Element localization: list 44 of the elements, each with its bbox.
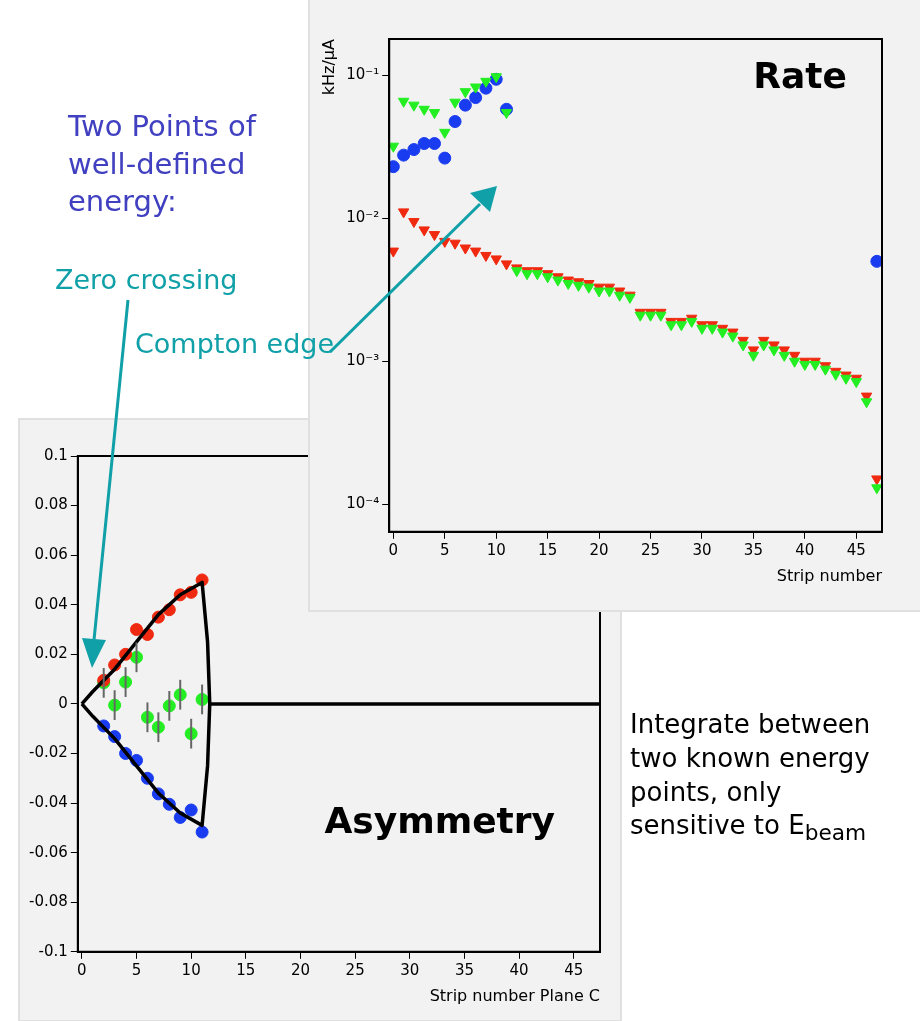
- y-tick-label: 10⁻³: [346, 351, 380, 370]
- y-tick-label: -0.02: [29, 743, 68, 762]
- y-tick-label: 0.1: [43, 445, 68, 464]
- x-tick-label: 5: [440, 540, 450, 559]
- x-tick-label: 40: [795, 540, 815, 559]
- x-tick-label: 15: [538, 540, 558, 559]
- y-axis-title: kHz/µA: [318, 38, 338, 96]
- x-axis-title: Strip number: [776, 565, 883, 585]
- x-tick-label: 20: [290, 960, 311, 979]
- y-tick-label: -0.1: [38, 941, 68, 960]
- text: Integrate between two known energy points, only sensitive to E$_{beam}$: [630, 708, 872, 848]
- y-tick-label: 0.02: [34, 644, 68, 663]
- y-tick-label: 0.08: [34, 495, 68, 514]
- x-tick-label: 35: [743, 540, 763, 559]
- x-axis-title: Strip number Plane C: [429, 985, 600, 1005]
- x-tick-label: 40: [509, 960, 529, 979]
- y-tick-label: 10⁻⁴: [346, 494, 380, 512]
- x-tick-label: 20: [589, 540, 609, 559]
- text: Rate: [753, 55, 847, 97]
- x-tick-label: 45: [564, 960, 584, 979]
- y-tick-label: 0.06: [34, 545, 68, 564]
- x-tick-label: 0: [388, 540, 399, 559]
- x-tick-label: 25: [345, 960, 365, 979]
- y-tick-label: -0.06: [29, 842, 68, 861]
- y-tick-label: 10⁻¹: [346, 65, 380, 84]
- x-tick-label: 35: [454, 960, 474, 979]
- y-tick-label: 10⁻²: [346, 208, 380, 227]
- text: Asymmetry: [324, 800, 555, 842]
- x-tick-label: 25: [640, 540, 661, 559]
- y-tick-label: -0.08: [29, 892, 68, 911]
- x-tick-label: 30: [400, 960, 420, 979]
- x-tick-label: 5: [131, 960, 142, 979]
- x-tick-label: 45: [846, 540, 866, 559]
- text: Zero crossing: [55, 263, 239, 297]
- text: Two Points of well-defined energy:: [68, 108, 258, 221]
- y-tick-label: 0: [58, 693, 68, 712]
- x-tick-label: 30: [692, 540, 712, 559]
- text: Compton edge: [135, 328, 335, 359]
- y-tick-label: 0.04: [34, 594, 68, 613]
- x-tick-label: 0: [77, 960, 87, 979]
- y-tick-label: -0.04: [29, 792, 68, 811]
- x-tick-label: 15: [236, 960, 256, 979]
- x-tick-label: 10: [181, 960, 201, 979]
- x-tick-label: 10: [486, 540, 506, 559]
